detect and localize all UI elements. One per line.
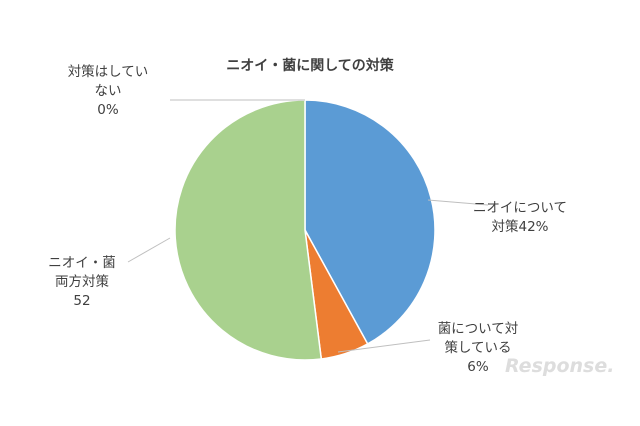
leader-lines bbox=[127, 99, 489, 353]
response-watermark: Response. bbox=[505, 355, 614, 377]
slice-labels: ニオイについて対策42% 菌について対策している 6% ニオイ・菌両方対策 52 対策はし… bbox=[48, 63, 567, 375]
pie-slices bbox=[174, 99, 436, 361]
leader-line-0 bbox=[427, 199, 489, 206]
leader-line-2 bbox=[127, 237, 171, 263]
pie-slice-2 bbox=[174, 99, 323, 361]
slice-label-2: ニオイ・菌両方対策 52 bbox=[48, 255, 116, 309]
slice-label-0: ニオイについて対策42% bbox=[473, 200, 567, 235]
leader-line-1 bbox=[337, 339, 431, 353]
slice-label-3: 対策はしていない 0% bbox=[68, 63, 149, 118]
chart-title: ニオイ・菌に関しての対策 bbox=[226, 57, 395, 74]
slice-label-1: 菌について対策している 6% bbox=[438, 321, 519, 375]
pie-slice-0 bbox=[304, 99, 436, 345]
